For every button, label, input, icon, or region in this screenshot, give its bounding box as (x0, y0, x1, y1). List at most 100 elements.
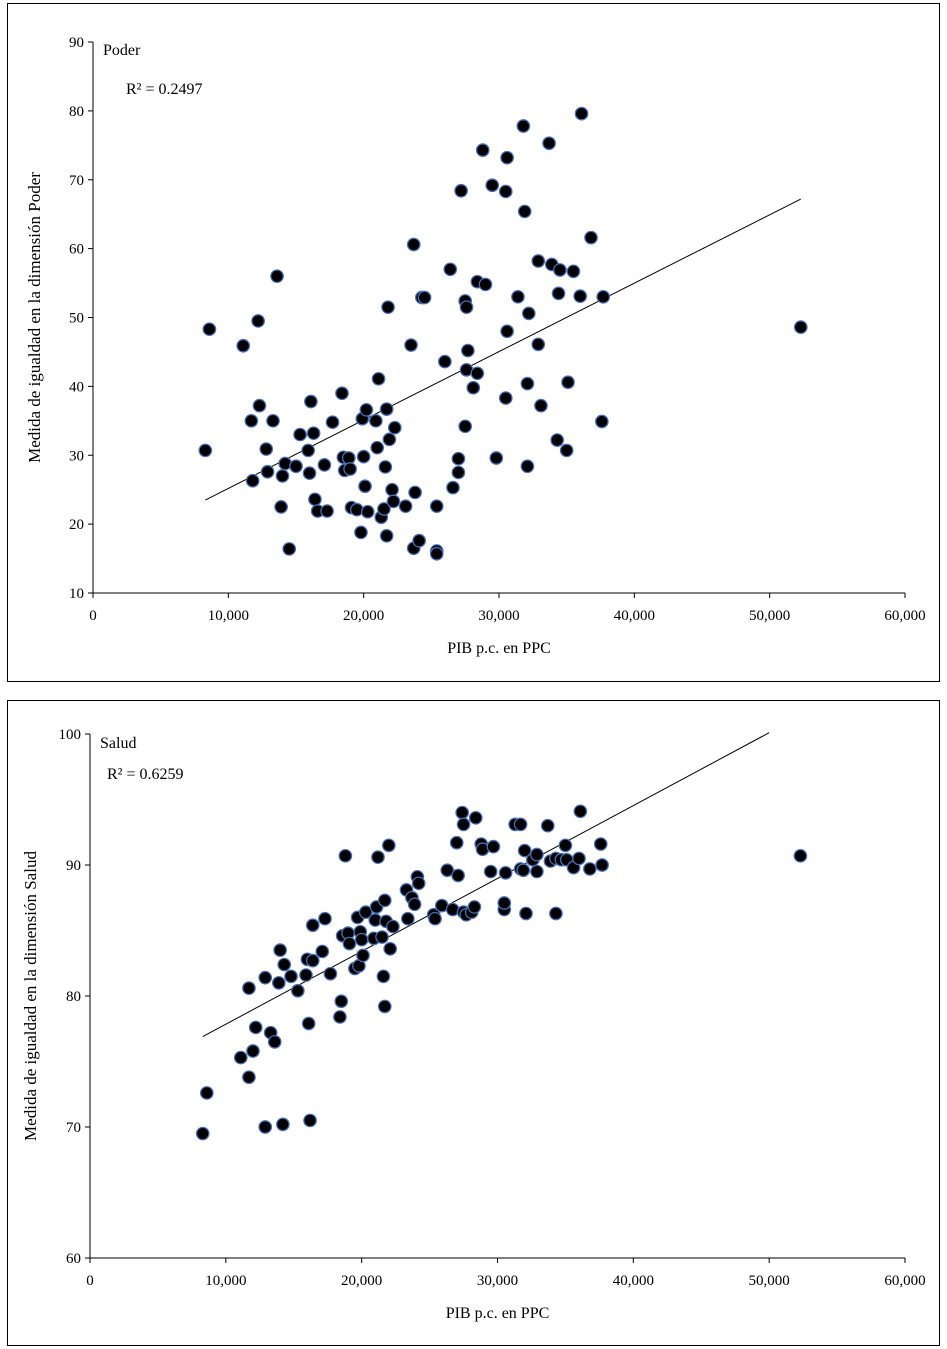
y-tick-label: 30 (69, 448, 84, 464)
y-tick-label: 10 (69, 586, 84, 602)
data-point (260, 464, 275, 479)
data-point (358, 905, 373, 920)
data-point (540, 818, 555, 833)
data-point (428, 911, 442, 926)
y-tick-label: 80 (66, 989, 81, 1005)
data-point (267, 1034, 282, 1049)
data-point (325, 415, 340, 430)
data-point (454, 183, 468, 198)
r-squared-label: R² = 0.6259 (107, 766, 184, 783)
data-point (290, 983, 305, 998)
data-point (593, 837, 608, 851)
data-point (517, 204, 532, 219)
data-point (461, 343, 475, 358)
data-point (406, 237, 421, 252)
x-tick-label: 40,000 (614, 608, 655, 624)
data-point (429, 499, 444, 514)
data-point (202, 322, 217, 337)
data-point (356, 948, 370, 963)
data-point (449, 835, 464, 850)
x-tick-label: 20,000 (343, 608, 384, 624)
data-point (596, 289, 611, 304)
panel-label: Salud (100, 735, 136, 752)
data-point (359, 402, 374, 417)
data-point (273, 943, 288, 957)
data-point (333, 1010, 347, 1024)
data-point (475, 143, 490, 157)
x-tick-label: 40,000 (613, 1273, 654, 1289)
data-point (398, 499, 413, 514)
data-point (381, 838, 396, 853)
data-point (498, 391, 513, 405)
data-point (411, 876, 426, 891)
data-point (519, 906, 533, 921)
data-point (371, 850, 385, 864)
data-point (531, 254, 546, 268)
data-point (530, 864, 544, 879)
data-point (595, 414, 609, 429)
data-point (342, 936, 357, 951)
data-point (360, 504, 375, 519)
data-point (470, 366, 485, 381)
data-point (498, 184, 513, 199)
data-point (520, 376, 535, 391)
data-point (358, 479, 372, 494)
data-point (573, 804, 588, 819)
data-point (459, 300, 474, 315)
data-point (467, 900, 482, 914)
data-point (258, 1120, 273, 1134)
data-point (334, 994, 349, 1009)
x-tick-label: 30,000 (477, 1273, 518, 1289)
y-tick-label: 20 (69, 517, 84, 533)
y-tick-label: 70 (66, 1120, 81, 1136)
y-axis-title: Medida de igualdad en la dimensión Poder (25, 172, 44, 463)
data-point (246, 1044, 260, 1058)
data-point (456, 817, 471, 832)
data-point (466, 380, 481, 395)
chart-panel-poder: 10 20 30 40 50 60 70 80 90 0 10,000 20,000 30,000 40,… (7, 3, 940, 682)
chart-poder: 10 20 30 40 50 60 70 80 90 0 10,000 20,000 30,000 40,… (25, 35, 926, 657)
data-point (417, 290, 432, 305)
data-point (301, 1016, 316, 1031)
data-point (446, 480, 460, 495)
data-point (513, 817, 528, 832)
chart-panel-salud: 60 70 80 90 100 0 10,000 20,000 30,000 40,000 50,0… (7, 700, 940, 1346)
data-point (451, 868, 465, 883)
data-point (574, 106, 589, 121)
data-point (356, 449, 371, 464)
data-point (377, 893, 392, 908)
data-point (323, 966, 338, 981)
data-point (486, 839, 501, 854)
data-point (572, 851, 586, 866)
y-tick-label: 60 (69, 242, 84, 258)
data-point (258, 970, 273, 985)
y-tick-label: 70 (69, 173, 84, 189)
y-tick-label: 80 (69, 104, 84, 120)
data-point (793, 320, 808, 334)
data-point (377, 999, 392, 1014)
data-point (443, 262, 458, 277)
data-point (317, 458, 332, 472)
data-point (451, 465, 466, 480)
data-point (438, 354, 452, 369)
data-point (301, 443, 316, 458)
x-tick-label: 60,000 (884, 1273, 925, 1289)
x-tick-label: 20,000 (341, 1273, 382, 1289)
data-point (259, 442, 274, 456)
data-point (553, 263, 567, 277)
data-point (233, 1050, 248, 1065)
data-point (303, 1113, 317, 1128)
data-point (371, 371, 386, 386)
data-point (400, 911, 415, 926)
data-point (245, 473, 260, 488)
trend-line (202, 732, 770, 1038)
data-point (412, 533, 427, 548)
data-point (370, 440, 385, 455)
data-point (561, 375, 575, 390)
data-point (595, 858, 609, 872)
data-point (583, 862, 597, 876)
data-point (354, 932, 369, 947)
data-point (335, 386, 349, 401)
data-point (549, 906, 563, 921)
data-point (551, 286, 566, 301)
